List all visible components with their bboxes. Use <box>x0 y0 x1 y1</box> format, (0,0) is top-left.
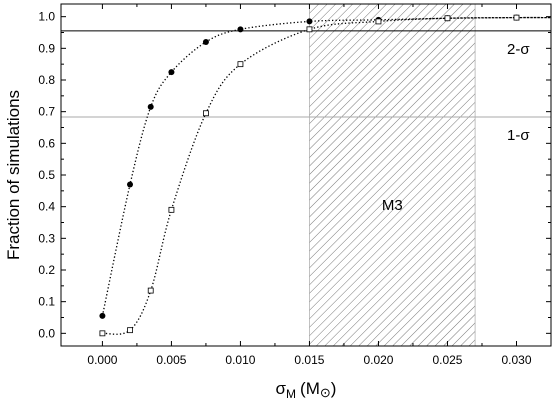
point-series-1 <box>202 39 209 45</box>
y-tick-label: 0.9 <box>38 41 55 55</box>
shaded-region <box>309 4 476 346</box>
y-axis-title: Fraction of simulations <box>4 90 23 260</box>
point-series-2 <box>513 14 520 21</box>
point-series-1 <box>147 103 154 110</box>
shaded-region-label: M3 <box>382 197 403 214</box>
shaded-region-layer <box>309 4 476 346</box>
y-tick-label: 0.4 <box>38 200 55 214</box>
y-tick-label: 0.1 <box>38 295 55 309</box>
x-tick-label: 0.015 <box>294 353 324 367</box>
point-series-2 <box>306 26 313 33</box>
point-series-2 <box>147 287 154 294</box>
point-series-2 <box>168 206 175 213</box>
point-series-1 <box>99 312 106 319</box>
x-axis-title-unit: (M <box>300 379 320 398</box>
x-tick-label: 0.020 <box>363 353 393 367</box>
data-points-layer <box>99 14 520 337</box>
y-tick-label: 0.8 <box>38 73 55 87</box>
point-series-1 <box>127 181 134 188</box>
x-tick-label: 0.010 <box>225 353 255 367</box>
point-series-2 <box>444 15 451 22</box>
fit-curve-2 <box>102 16 551 335</box>
y-tick-label: 0.0 <box>38 326 55 340</box>
reference-line-label-1: 2-σ <box>507 41 530 58</box>
x-tick-label: 0.000 <box>87 353 117 367</box>
x-tick-label: 0.030 <box>501 353 531 367</box>
x-tick-label: 0.025 <box>432 353 462 367</box>
point-series-1 <box>237 26 244 33</box>
fit-curves-layer <box>101 16 551 335</box>
point-series-2 <box>99 330 106 337</box>
y-tick-label: 0.3 <box>38 231 55 245</box>
point-series-2 <box>127 327 133 334</box>
x-axis-title-sun-symbol: ⊙ <box>320 385 331 400</box>
reference-lines-layer <box>61 30 551 118</box>
reference-line-label-2: 1-σ <box>507 127 530 144</box>
y-tick-label: 0.2 <box>38 263 55 277</box>
x-axis-title: σM (M⊙) <box>276 379 337 401</box>
labels-layer: M3 2-σ 1-σ 0.000 0.005 0.010 0.015 0.020 0.025 0.… <box>38 10 532 367</box>
x-axis-title-subscript: M <box>286 387 296 401</box>
plot-frame <box>60 3 552 347</box>
y-tick-label: 1.0 <box>38 10 55 24</box>
fit-curve-1 <box>101 16 551 317</box>
y-tick-label: 0.7 <box>38 105 55 119</box>
point-series-1 <box>306 18 313 25</box>
point-series-1 <box>168 69 175 76</box>
x-axis-title-sigma: σ <box>276 379 287 398</box>
point-series-2 <box>375 18 382 25</box>
y-tick-label: 0.5 <box>38 168 55 182</box>
x-tick-label: 0.005 <box>156 353 186 367</box>
point-series-2 <box>237 61 244 68</box>
ticks-layer <box>61 4 551 346</box>
point-series-2 <box>203 110 209 117</box>
x-axis-title-close: ) <box>331 379 337 398</box>
y-tick-label: 0.6 <box>38 136 55 150</box>
